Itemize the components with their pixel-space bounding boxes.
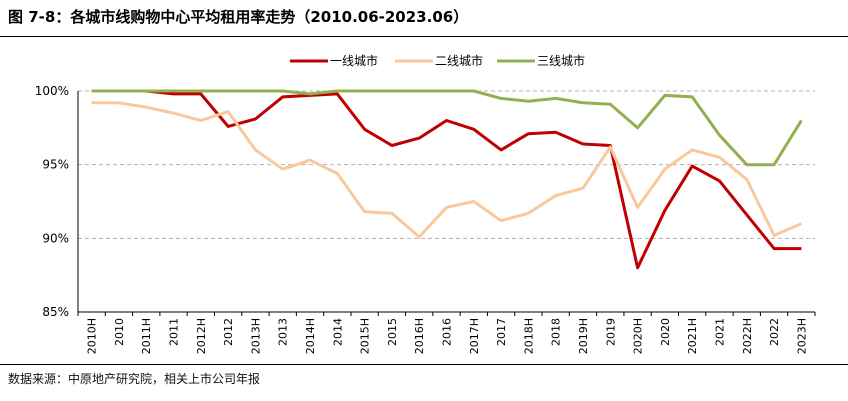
x-tick-label: 2010 — [113, 318, 126, 346]
x-tick-label: 2017H — [468, 318, 481, 354]
x-tick-label: 2021 — [713, 318, 726, 346]
x-tick-label: 2014 — [331, 318, 344, 346]
y-tick-label: 95% — [42, 158, 69, 172]
x-tick-label: 2012 — [222, 318, 235, 346]
x-tick-label: 2016 — [441, 318, 454, 346]
footer-divider — [0, 364, 848, 365]
y-tick-label: 90% — [42, 231, 69, 245]
x-tick-label: 2011H — [140, 318, 153, 354]
x-tick-label: 2013 — [277, 318, 290, 346]
x-tick-label: 2010H — [86, 318, 99, 354]
source-note: 数据来源：中原地产研究院，相关上市公司年报 — [8, 372, 261, 386]
y-axis: 85% 90% 95% 100% — [35, 84, 79, 319]
x-tick-label: 2019 — [604, 318, 617, 346]
x-tick-label: 2011 — [168, 318, 181, 346]
legend-label: 二线城市 — [435, 53, 483, 68]
x-tick-label: 2021H — [686, 318, 699, 354]
y-tick-label: 100% — [35, 84, 69, 98]
x-tick-label: 2022H — [741, 318, 754, 354]
x-tick-label: 2012H — [195, 318, 208, 354]
x-tick-label: 2014H — [304, 318, 317, 354]
y-tick-label: 85% — [42, 305, 69, 319]
line-chart: 一线城市 二线城市 三线城市 85% 90% 95% 100% 2010H 2010 2011… — [35, 53, 816, 354]
series-line-2 — [91, 101, 802, 239]
x-tick-label: 2018 — [550, 318, 563, 346]
legend-label: 三线城市 — [537, 53, 585, 68]
x-tick-label: 2022 — [768, 318, 781, 346]
chart-series — [91, 89, 803, 270]
x-axis: 2010H 2010 2011H 2011 2012H 2012 2013H 2013 2014… — [77, 311, 816, 354]
x-tick-label: 2016H — [413, 318, 426, 354]
x-tick-label: 2015 — [386, 318, 399, 346]
x-tick-label: 2019H — [577, 318, 590, 354]
x-tick-label: 2013H — [249, 318, 262, 354]
chart-legend: 一线城市 二线城市 三线城市 — [290, 53, 585, 68]
legend-label: 一线城市 — [330, 53, 378, 68]
title-divider — [0, 36, 848, 37]
series-line-3 — [91, 89, 803, 167]
x-tick-label: 2023H — [795, 318, 808, 354]
x-tick-label: 2018H — [522, 318, 535, 354]
x-tick-label: 2020 — [659, 318, 672, 346]
figure-title: 图 7-8：各城市线购物中心平均租用率走势（2010.06-2023.06） — [8, 8, 469, 26]
series-line-1 — [91, 89, 802, 270]
x-tick-label: 2020H — [632, 318, 645, 354]
x-tick-label: 2015H — [359, 318, 372, 354]
x-tick-label: 2017 — [495, 318, 508, 346]
